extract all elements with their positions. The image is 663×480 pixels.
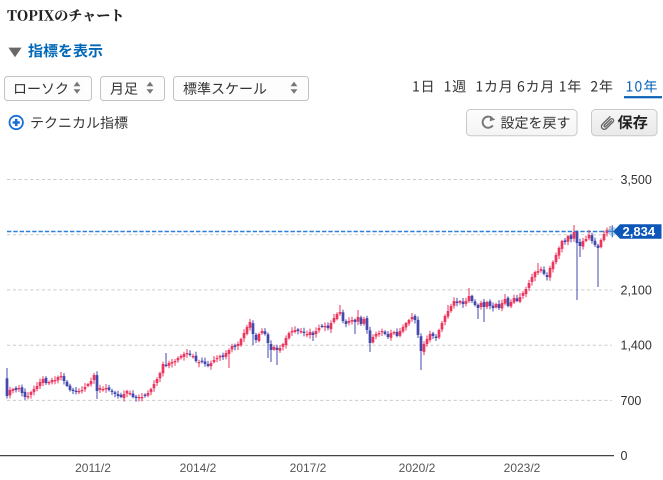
svg-text:2020/2: 2020/2	[399, 461, 436, 475]
svg-text:3,500: 3,500	[621, 173, 652, 187]
svg-text:2017/2: 2017/2	[290, 461, 327, 475]
svg-text:2023/2: 2023/2	[504, 461, 541, 475]
svg-text:700: 700	[621, 394, 642, 408]
svg-text:2014/2: 2014/2	[180, 461, 217, 475]
svg-text:2,834: 2,834	[623, 224, 656, 239]
svg-text:2,100: 2,100	[621, 283, 652, 297]
svg-text:0: 0	[621, 449, 628, 463]
svg-text:2011/2: 2011/2	[75, 461, 111, 475]
svg-text:1,400: 1,400	[621, 339, 652, 353]
